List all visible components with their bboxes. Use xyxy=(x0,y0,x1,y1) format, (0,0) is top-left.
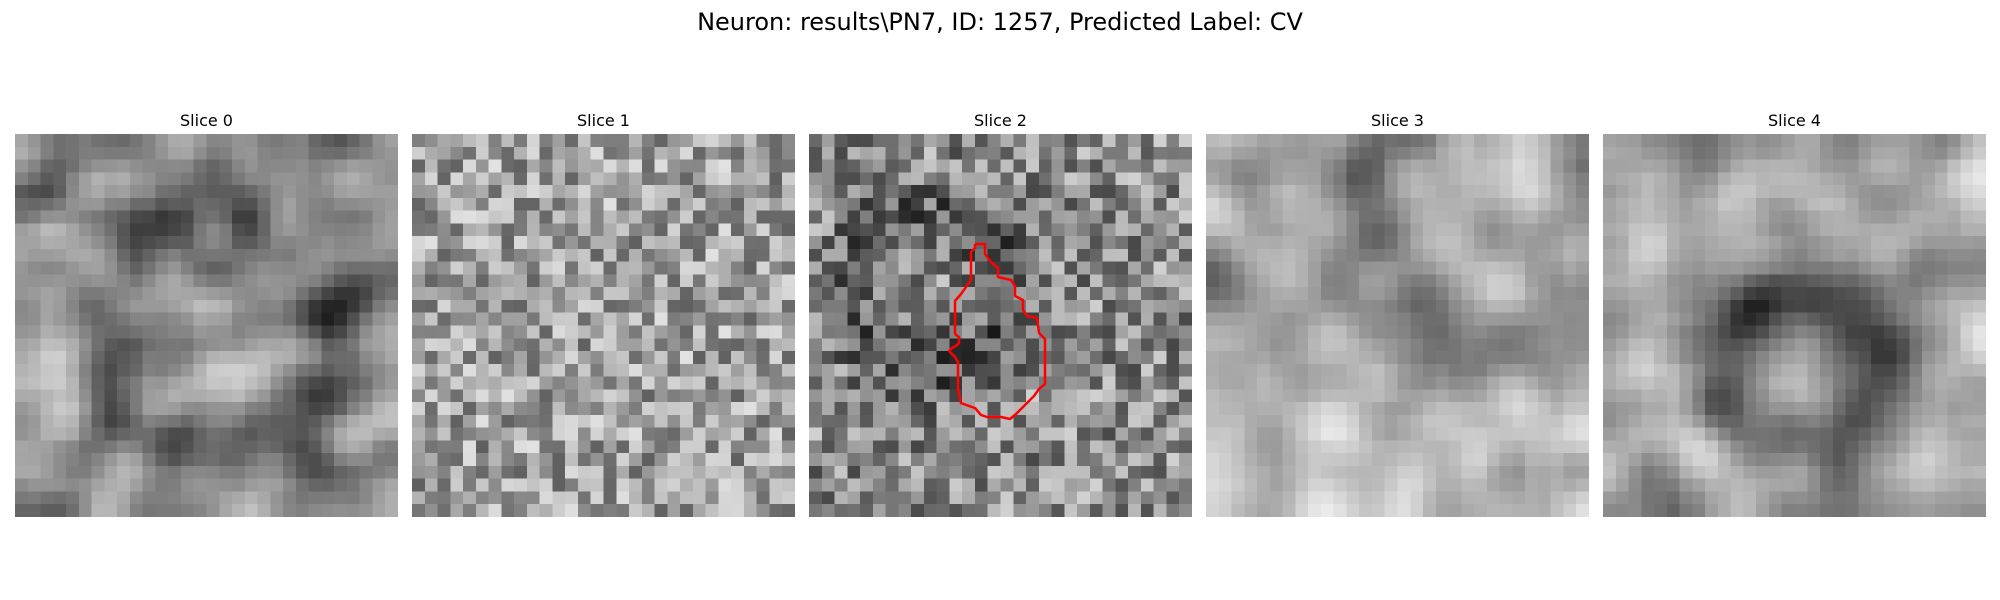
slice-image xyxy=(15,134,398,517)
slice-title: Slice 1 xyxy=(577,111,630,130)
slice-image xyxy=(809,134,1192,517)
grayscale-patch xyxy=(412,134,795,517)
slice-image xyxy=(1206,134,1589,517)
slice-panel-2: Slice 2 xyxy=(809,110,1192,517)
contour-outline xyxy=(947,242,1047,421)
slice-title: Slice 2 xyxy=(974,111,1027,130)
slice-panel-0: Slice 0 xyxy=(15,110,398,517)
slice-image xyxy=(1603,134,1986,517)
slice-title: Slice 3 xyxy=(1371,111,1424,130)
grayscale-patch xyxy=(1603,134,1986,517)
slice-panel-1: Slice 1 xyxy=(412,110,795,517)
slice-image xyxy=(412,134,795,517)
grayscale-patch xyxy=(809,134,1192,517)
grayscale-patch xyxy=(1206,134,1589,517)
figure-title: Neuron: results\PN7, ID: 1257, Predicted… xyxy=(697,8,1303,36)
slice-panel-3: Slice 3 xyxy=(1206,110,1589,517)
slice-title: Slice 4 xyxy=(1768,111,1821,130)
slice-title: Slice 0 xyxy=(180,111,233,130)
slice-panel-4: Slice 4 xyxy=(1603,110,1986,517)
segmentation-contour xyxy=(947,242,1047,421)
grayscale-patch xyxy=(15,134,398,517)
